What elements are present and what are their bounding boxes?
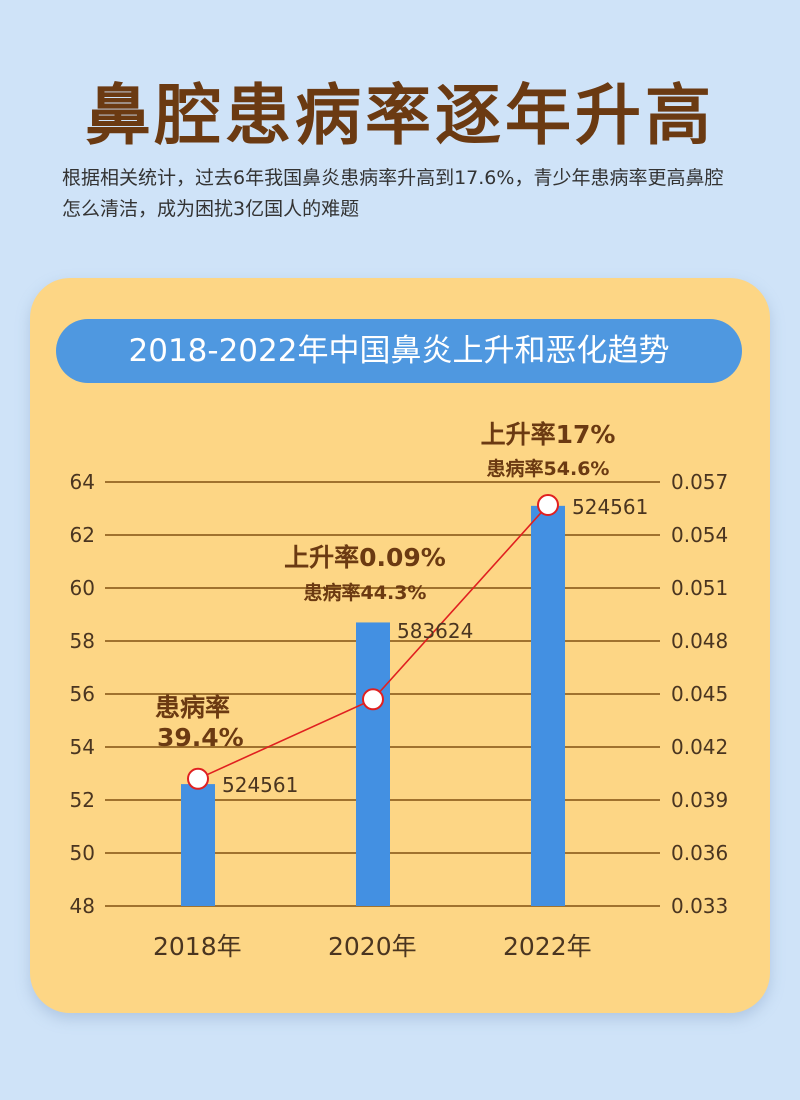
rate-line <box>187 493 559 790</box>
right-tick-label: 0.048 <box>671 629 728 653</box>
annotation-title: 上升率0.09% <box>284 543 446 572</box>
chart-title: 2018-2022年中国鼻炎上升和恶化趋势 <box>56 319 742 383</box>
right-tick-label: 0.042 <box>671 735 728 759</box>
bar <box>356 622 390 906</box>
left-tick-label: 56 <box>70 682 95 706</box>
left-tick-label: 50 <box>70 841 95 865</box>
annotation-title: 患病率 <box>155 693 230 722</box>
rate-point <box>187 767 209 790</box>
right-tick-label: 0.054 <box>671 523 728 547</box>
rate-point <box>362 688 384 711</box>
right-tick-label: 0.033 <box>671 894 728 918</box>
left-tick-label: 60 <box>70 576 95 600</box>
right-tick-label: 0.051 <box>671 576 728 600</box>
headline: 鼻腔患病率逐年升高 <box>85 77 715 154</box>
bar-value-label: 524561 <box>572 495 648 519</box>
rate-point <box>537 493 559 516</box>
annotation-value: 患病率44.3% <box>304 581 427 604</box>
left-tick-label: 48 <box>70 894 95 918</box>
left-axis: 48 50 52 54 56 58 60 62 64 <box>70 470 95 918</box>
bar <box>181 784 215 906</box>
annotation-value: 39.4% <box>157 723 244 752</box>
annotation-title: 上升率17% <box>481 420 616 449</box>
left-tick-label: 64 <box>70 470 95 494</box>
chart-card <box>30 278 770 1013</box>
bar-value-label: 583624 <box>397 619 473 643</box>
bar-labels: 524561 583624 524561 <box>222 495 648 797</box>
category-label: 2018年 <box>153 932 242 961</box>
right-tick-label: 0.039 <box>671 788 728 812</box>
bar <box>531 505 565 906</box>
right-tick-label: 0.045 <box>671 682 728 706</box>
left-tick-label: 54 <box>70 735 95 759</box>
annotation-value: 患病率54.6% <box>487 457 610 480</box>
left-tick-label: 52 <box>70 788 95 812</box>
intro-text: 根据相关统计，过去6年我国鼻炎患病率升高到17.6%，青少年患病率更高鼻腔怎么清… <box>62 167 724 220</box>
right-tick-label: 0.036 <box>671 841 728 865</box>
bar-value-label: 524561 <box>222 773 298 797</box>
category-label: 2022年 <box>503 932 592 961</box>
category-label: 2020年 <box>328 932 417 961</box>
right-tick-label: 0.057 <box>671 470 728 494</box>
category-labels: 2018年 2020年 2022年 <box>153 932 592 961</box>
left-tick-label: 62 <box>70 523 95 547</box>
bars <box>181 505 565 906</box>
left-tick-label: 58 <box>70 629 95 653</box>
right-axis: 0.033 0.036 0.039 0.042 0.045 0.048 0.051 0.054… <box>671 470 728 918</box>
